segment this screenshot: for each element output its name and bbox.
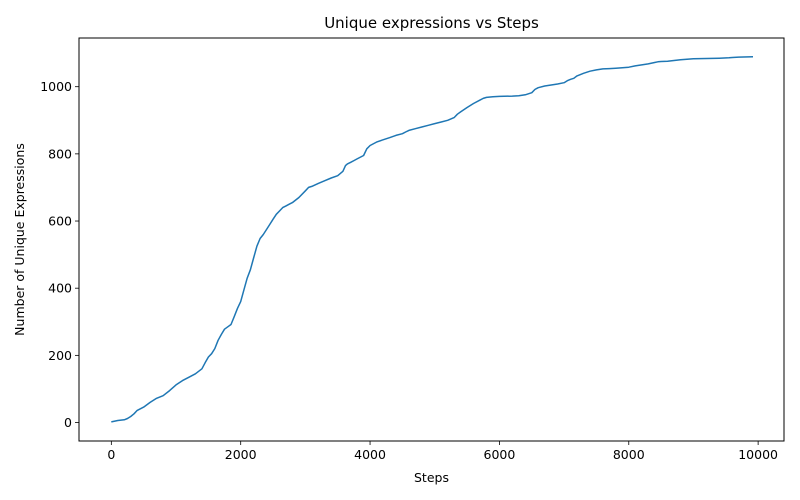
x-tick-label: 2000 <box>225 447 257 462</box>
series-line <box>111 56 754 423</box>
x-tick-label: 4000 <box>354 447 386 462</box>
x-axis-label: Steps <box>414 470 449 485</box>
x-tick-label: 8000 <box>613 447 645 462</box>
y-tick-label: 0 <box>64 415 72 430</box>
y-tick-label: 200 <box>48 348 72 363</box>
y-axis-label: Number of Unique Expressions <box>12 143 27 336</box>
y-tick-label: 800 <box>48 146 72 161</box>
x-tick-label: 0 <box>107 447 115 462</box>
y-tick-label: 400 <box>48 281 72 296</box>
y-axis: 0 200 400 600 800 1000 <box>40 79 79 430</box>
series-layer <box>111 56 754 423</box>
x-axis: 0 2000 4000 6000 8000 10000 <box>107 441 778 462</box>
x-tick-label: 6000 <box>484 447 516 462</box>
plot-frame <box>78 37 785 442</box>
y-tick-label: 600 <box>48 214 72 229</box>
chart-title: Unique expressions vs Steps <box>324 14 539 32</box>
y-tick-label: 1000 <box>40 79 72 94</box>
x-tick-label: 10000 <box>738 447 778 462</box>
